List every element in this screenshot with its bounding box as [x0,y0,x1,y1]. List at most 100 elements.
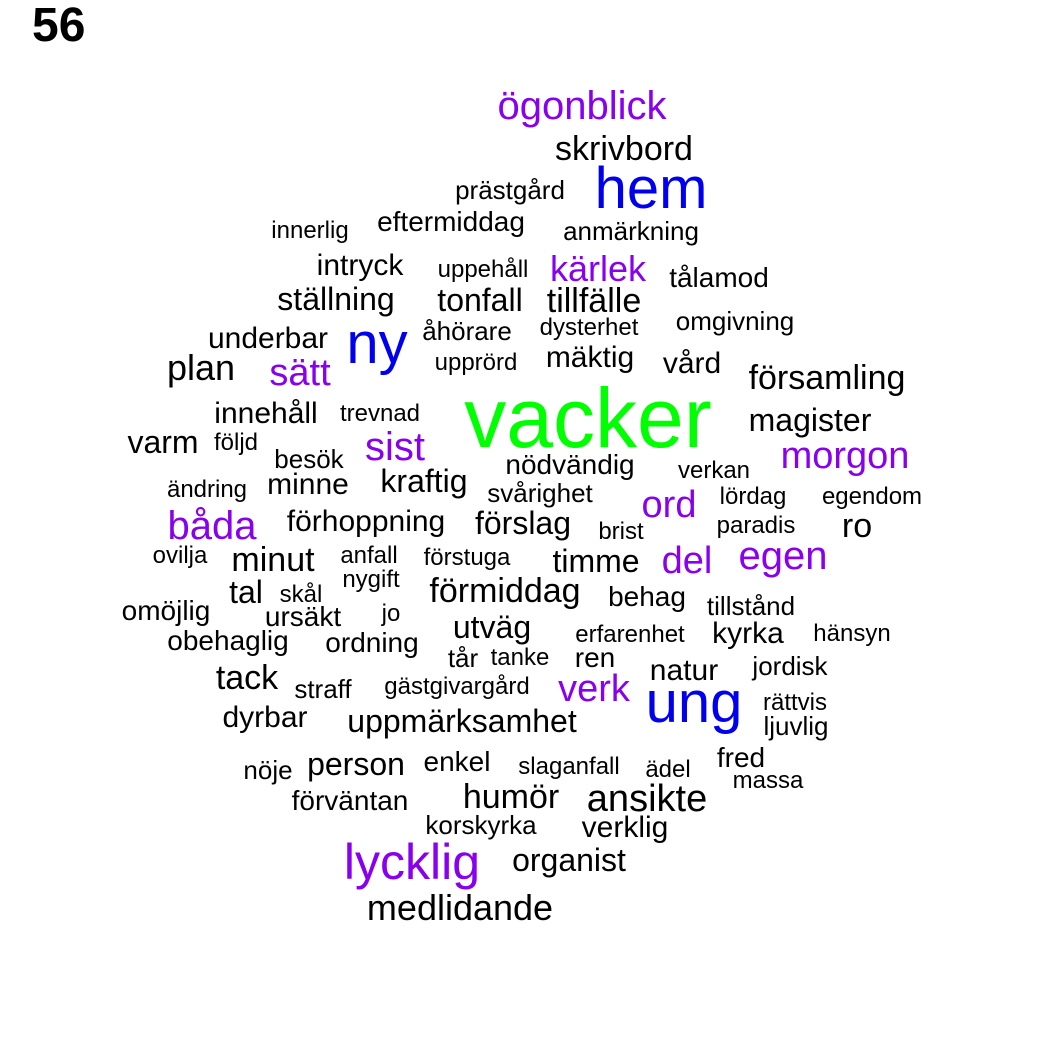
word-ljuvlig: ljuvlig [763,711,829,741]
word-intryck: intryck [316,249,404,282]
word-natur: natur [649,654,719,687]
word-forstuga: förstuga [423,544,511,571]
word-gastgivargard: gästgivargård [384,673,530,700]
word-foljd: följd [213,429,259,456]
word-prastgard: prästgård [455,175,565,205]
word-timme: timme [552,543,640,579]
word-innehall: innehåll [214,397,318,430]
word-tonfall: tonfall [437,282,523,318]
word-besok: besök [274,444,344,474]
word-svarighet: svårighet [487,478,593,508]
word-ansikte: ansikte [586,778,708,820]
word-uppehall: uppehåll [437,256,529,283]
word-tanke: tanke [490,644,550,671]
word-underbar: underbar [207,322,329,355]
word-egendom: egendom [821,483,923,510]
word-ovilja: ovilja [152,542,208,569]
word-ord: ord [641,484,697,526]
word-lordag: lördag [719,483,787,510]
word-uppmarksamhet: uppmärksamhet [347,703,577,739]
word-skrivbord: skrivbord [555,130,693,168]
word-formiddag: förmiddag [429,572,581,610]
word-satt: sätt [269,352,331,394]
word-vard: vård [662,347,722,380]
word-dyrbar: dyrbar [222,701,308,734]
word-eftermiddag: eftermiddag [377,206,525,237]
word-forvantan: förväntan [291,785,409,816]
word-ahorare: åhörare [422,316,512,346]
word-varm: varm [127,424,199,460]
word-karlek: kärlek [549,248,647,289]
word-ursakt: ursäkt [264,601,342,632]
word-omojlig: omöjlig [121,595,211,626]
word-behag: behag [608,581,686,612]
word-minne: minne [267,468,349,501]
word-plan: plan [166,347,236,388]
word-brist: brist [598,518,644,545]
word-andring: ändring [166,476,248,503]
word-adel: ädel [645,756,691,783]
word-egen: egen [738,534,828,578]
word-organist: organist [512,842,626,878]
word-ordning: ordning [325,627,419,658]
word-innerlig: innerlig [271,217,349,244]
word-upprord: upprörd [434,349,518,376]
word-verkan: verkan [677,457,751,484]
word-hansyn: hänsyn [813,620,891,647]
word-utvag: utväg [452,609,532,645]
word-trevnad: trevnad [339,400,421,427]
word-kyrka: kyrka [712,617,784,650]
word-ung: ung [645,670,743,735]
word-minut: minut [231,541,315,579]
word-ogonblick: ögonblick [497,84,667,128]
page-number: 56 [32,0,86,52]
word-kraftig: kraftig [380,463,468,499]
word-obehaglig: obehaglig [167,625,289,656]
word-fred: fred [716,742,766,773]
word-paradis: paradis [716,512,796,539]
word-lycklig: lycklig [343,834,481,890]
word-erfarenhet: erfarenhet [575,621,685,648]
word-magister: magister [748,402,872,438]
word-tar: tår [447,643,479,673]
word-ren: ren [574,642,616,673]
word-rattvis: rättvis [762,689,828,716]
word-massa: massa [732,767,804,794]
word-tillfalle: tillfälle [546,282,642,320]
word-forhoppning: förhoppning [286,505,446,538]
word-tillstand: tillstånd [706,591,796,621]
word-nodvandig: nödvändig [505,449,635,480]
word-medlidande: medlidande [366,887,554,928]
word-korskyrka: korskyrka [425,810,537,840]
word-forsamling: församling [748,359,906,397]
word-verk: verk [558,668,630,710]
word-nygift: nygift [342,566,400,593]
word-enkel: enkel [423,746,491,777]
word-morgon: morgon [780,435,910,477]
word-talamod: tålamod [669,262,769,293]
word-skal: skål [279,581,323,608]
word-noje: nöje [243,755,293,785]
word-anfall: anfall [340,542,398,569]
word-tal: tal [229,574,263,610]
word-straff: straff [294,674,352,704]
word-jo: jo [381,600,401,627]
word-ro: ro [841,507,873,545]
word-anmarkning: anmärkning [563,216,699,246]
word-omgivning: omgivning [675,306,795,336]
word-jordisk: jordisk [752,651,828,681]
word-verklig: verklig [581,811,669,844]
word-maktig: mäktig [545,341,635,374]
word-forslag: förslag [474,505,572,541]
word-tack: tack [215,659,279,697]
word-sist: sist [365,425,425,469]
word-dysterhet: dysterhet [539,314,639,341]
word-bada: båda [167,504,257,548]
word-hem: hem [594,156,708,221]
word-stallning: ställning [277,281,395,317]
word-ny: ny [346,311,408,376]
word-person: person [307,746,405,782]
word-vacker: vacker [464,371,712,465]
word-slaganfall: slaganfall [518,753,620,780]
